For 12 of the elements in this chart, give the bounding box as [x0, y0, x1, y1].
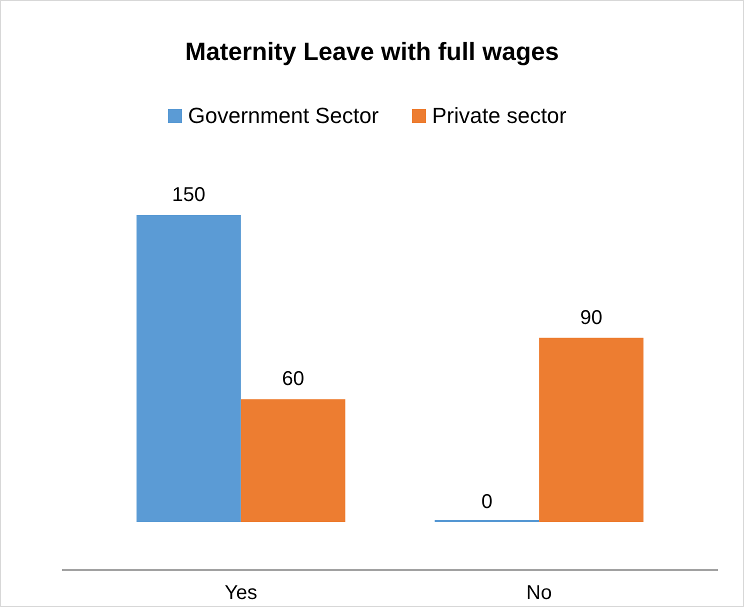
bar: [539, 338, 644, 522]
data-label: 150: [172, 184, 206, 206]
x-tick-label: No: [526, 582, 552, 604]
bar: [136, 215, 241, 522]
x-tick-label: Yes: [224, 582, 258, 604]
legend-label: Private sector: [432, 103, 566, 128]
data-label: 60: [282, 368, 304, 390]
legend-label: Government Sector: [188, 103, 379, 128]
data-label: 90: [580, 306, 602, 329]
chart-title: Maternity Leave with full wages: [185, 38, 559, 66]
data-label: 0: [481, 491, 492, 513]
bar: [240, 399, 346, 522]
